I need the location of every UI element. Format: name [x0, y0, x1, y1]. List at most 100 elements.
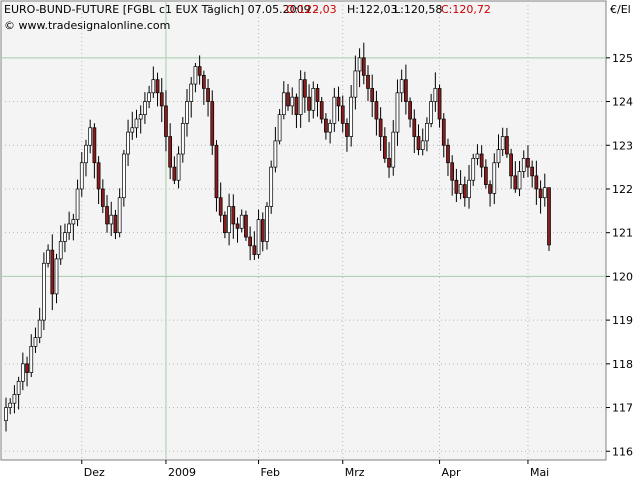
candle	[462, 176, 467, 207]
candle	[345, 118, 349, 152]
candle-body-up	[281, 92, 286, 116]
candle-body-up	[433, 88, 438, 102]
candle-body-down	[260, 219, 265, 242]
candle	[425, 117, 429, 152]
candle	[446, 138, 450, 176]
candle	[138, 105, 143, 134]
candle	[126, 119, 130, 166]
candle-body-down	[361, 57, 366, 76]
candle	[538, 180, 543, 214]
candle	[265, 202, 269, 250]
candle-body-down	[248, 236, 252, 247]
candle-body-down	[513, 175, 518, 190]
candle-body-down	[319, 101, 324, 120]
candle-body-up	[12, 394, 17, 404]
candle	[239, 209, 244, 233]
candle	[353, 55, 358, 110]
candle-body-down	[462, 184, 467, 199]
y-axis: 116 117 118 119 120 121 122 123 124 125	[606, 52, 633, 458]
candle-body-up	[58, 241, 63, 260]
candle	[484, 159, 488, 189]
candle-body-up	[29, 345, 34, 373]
candle-body-up	[227, 206, 231, 234]
candle-body-up	[75, 188, 80, 220]
candle-body-up	[492, 162, 497, 194]
candle	[147, 85, 151, 109]
candle-body-down	[100, 188, 105, 207]
candle-body-down	[210, 101, 215, 146]
candle-body-down	[164, 105, 168, 137]
candle	[378, 107, 383, 151]
candle	[67, 211, 71, 240]
candle	[159, 78, 164, 123]
candle	[534, 160, 539, 205]
candle	[260, 212, 265, 252]
candle	[391, 120, 396, 176]
candle-body-up	[122, 153, 126, 199]
candle	[412, 109, 417, 154]
candle	[547, 187, 551, 252]
candle-body-down	[437, 88, 442, 120]
candle	[281, 81, 286, 120]
candle-body-down	[235, 223, 240, 229]
candle	[366, 65, 370, 102]
candle	[180, 117, 185, 163]
candle-body-up	[71, 219, 76, 225]
candle-body-down	[505, 136, 509, 155]
candle	[513, 161, 518, 193]
candle-body-down	[408, 101, 412, 120]
open-value: O:122,03	[286, 3, 337, 16]
candle	[382, 127, 387, 163]
candle	[441, 113, 446, 158]
candle-body-up	[88, 127, 93, 146]
candle-body-up	[151, 79, 156, 94]
candle	[105, 195, 109, 233]
candle-body-down	[252, 245, 257, 255]
candle-body-down	[534, 175, 539, 190]
candle	[248, 226, 252, 261]
candle-body-up	[298, 79, 303, 116]
candle	[256, 209, 261, 259]
candle	[122, 149, 126, 207]
candle-body-down	[547, 187, 551, 246]
candle	[96, 156, 101, 205]
y-tick-label: 125	[612, 52, 633, 65]
candle-body-up	[467, 179, 471, 199]
candle	[526, 145, 530, 178]
candle-body-up	[328, 123, 332, 133]
candle	[521, 150, 526, 179]
candle-body-up	[54, 258, 59, 295]
candle-body-down	[197, 66, 202, 76]
candle	[294, 93, 299, 129]
plot-area	[0, 0, 607, 461]
candle-body-up	[357, 57, 362, 72]
candle	[71, 213, 76, 241]
candle-body-down	[404, 79, 408, 102]
candle-body-up	[290, 96, 295, 107]
candle	[416, 124, 421, 156]
candle-body-up	[496, 149, 501, 164]
close-value: C:120,72	[441, 3, 491, 16]
candle-body-up	[147, 92, 151, 102]
candle-body-down	[92, 127, 97, 164]
candle	[496, 134, 501, 168]
candle	[404, 64, 408, 115]
candle	[454, 168, 459, 203]
candle	[252, 231, 257, 260]
source-label: © www.tradesignalonline.com	[4, 19, 170, 32]
candle-body-up	[20, 363, 25, 382]
candle	[20, 352, 25, 391]
x-axis: Dez 2009 Feb Mrz Apr Mai	[81, 460, 549, 479]
candle-body-up	[143, 101, 147, 116]
candle-body-up	[16, 380, 21, 395]
candle	[475, 144, 480, 166]
high-value: H:122,03	[347, 3, 397, 16]
candle	[399, 69, 404, 103]
candle	[164, 90, 168, 152]
candle-body-down	[488, 184, 492, 194]
candle	[29, 334, 34, 378]
y-tick-label: 118	[612, 358, 633, 371]
candle	[458, 170, 463, 200]
candle	[517, 160, 522, 197]
candle-body-down	[441, 118, 446, 146]
